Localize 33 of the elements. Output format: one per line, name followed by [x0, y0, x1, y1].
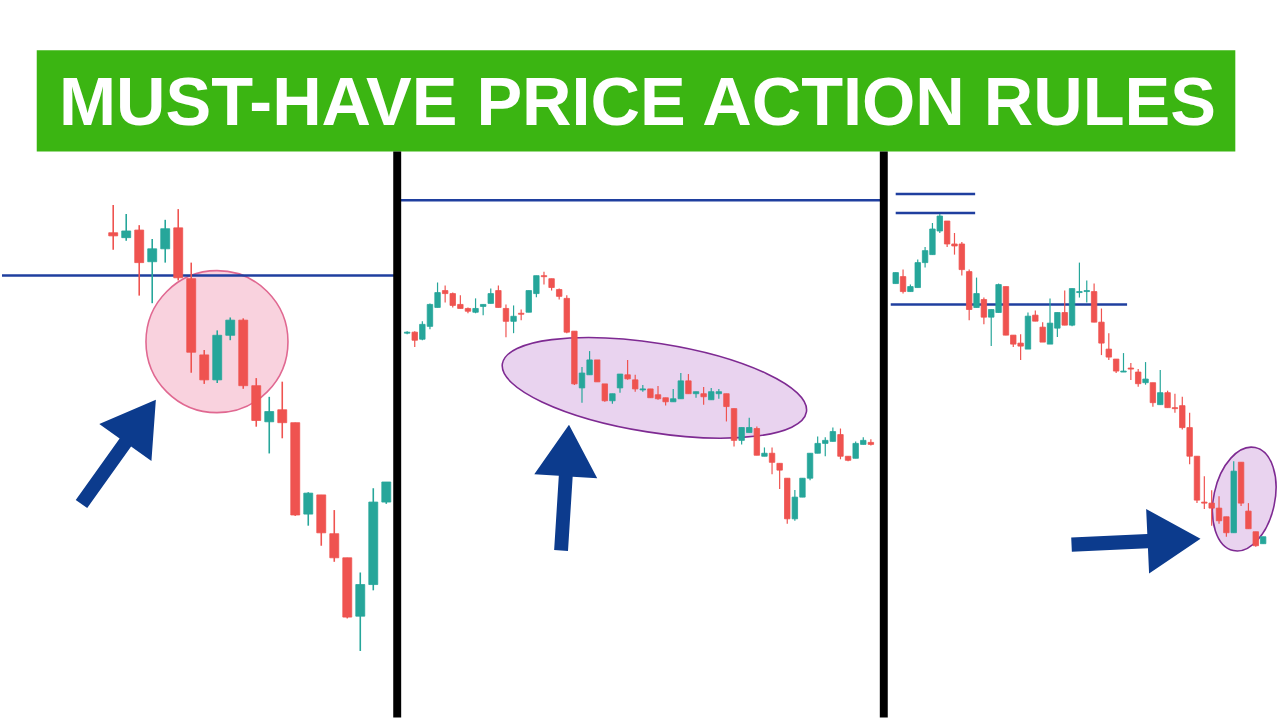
candlestick	[108, 204, 119, 251]
candlestick	[264, 396, 275, 455]
candlestick	[723, 393, 730, 423]
candlestick	[303, 491, 314, 527]
candlestick	[973, 276, 980, 309]
candlestick	[510, 304, 517, 334]
candlestick	[624, 359, 631, 381]
candlestick	[160, 219, 171, 264]
candlestick	[147, 238, 158, 304]
candlestick	[381, 481, 392, 505]
candlestick	[502, 303, 510, 338]
candlestick	[776, 462, 783, 490]
text: MUST-HAVE PRICE ACTION RULES	[59, 62, 1216, 140]
candlestick	[1157, 369, 1164, 406]
candlestick	[1061, 289, 1068, 326]
candlestick	[1245, 502, 1252, 530]
candlestick	[616, 373, 624, 394]
candlestick	[768, 446, 776, 475]
candlestick	[980, 296, 988, 325]
candlestick	[1039, 321, 1046, 343]
candlestick	[685, 373, 692, 395]
candlestick	[899, 268, 907, 295]
candlestick	[594, 359, 601, 383]
candlestick	[225, 316, 236, 341]
candlestick	[1142, 361, 1149, 386]
candlestick	[277, 380, 288, 440]
candlestick	[1105, 332, 1112, 361]
candlestick	[540, 271, 548, 286]
candlestick	[692, 391, 700, 399]
candlestick	[1149, 382, 1157, 408]
candlestick	[1120, 352, 1127, 373]
candlestick	[121, 213, 132, 242]
candlestick	[495, 284, 502, 309]
